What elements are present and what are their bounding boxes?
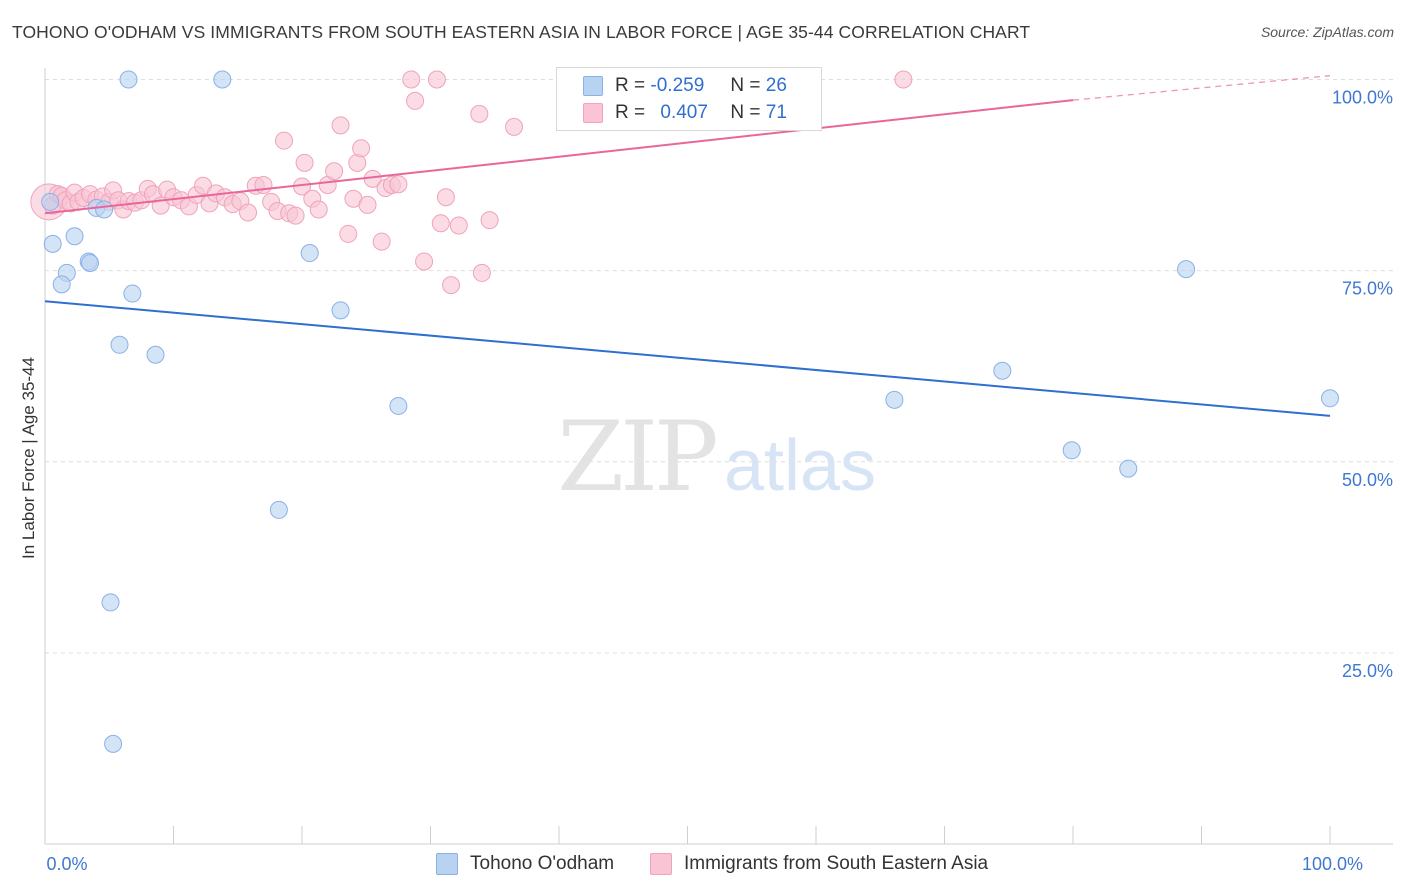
pink-point (309, 200, 328, 219)
blue-trend-line (44, 300, 1331, 417)
grid-layer (45, 79, 1393, 654)
y-tick-label: 25.0% (1342, 661, 1393, 681)
pink-point (295, 153, 314, 172)
y-tick-label: 75.0% (1342, 279, 1393, 299)
bottom-legend-label-blue: Tohono O'odham (470, 853, 615, 874)
blue-point (43, 234, 62, 253)
blue-point (119, 70, 138, 89)
pink-point (286, 206, 305, 225)
blue-point (123, 284, 142, 303)
bottom-legend-label-pink: Immigrants from South Eastern Asia (684, 853, 989, 874)
pink-point (470, 104, 489, 123)
pink-point (325, 162, 344, 181)
blue-point (95, 200, 114, 219)
legend-swatch-blue (583, 76, 603, 96)
watermark-zip: ZIP (557, 401, 716, 513)
legend-r-label: R = (615, 75, 646, 96)
pink-point (431, 214, 450, 233)
stats-legend: R = -0.259 N = 26 R = 0.407 N = 71 (556, 67, 822, 131)
legend-n-value-blue: 26 (765, 75, 787, 96)
y-tick-label: 50.0% (1342, 470, 1393, 490)
pink-point (427, 70, 446, 89)
pink-point (331, 116, 350, 135)
blue-point (65, 227, 84, 246)
watermark-atlas: atlas (724, 426, 876, 506)
legend-row-blue: R = -0.259 N = 26 (583, 73, 787, 99)
pink-point (415, 252, 434, 271)
watermark: ZIP atlas (557, 401, 876, 513)
pink-point (275, 131, 294, 150)
blue-point (104, 734, 123, 753)
blue-point (269, 500, 288, 519)
bottom-legend-swatch-pink (650, 853, 672, 875)
blue-point (300, 244, 319, 263)
pink-point (339, 224, 358, 243)
legend-r-label: R = (615, 102, 646, 123)
blue-point (993, 361, 1012, 380)
legend-n-label: N = (730, 75, 761, 96)
bottom-legend-pink: Immigrants from South Eastern Asia (650, 852, 988, 876)
blue-point (146, 345, 165, 364)
blue-point (331, 301, 350, 320)
y-axis-label: In Labor Force | Age 35-44 (19, 357, 38, 559)
blue-point (52, 275, 71, 294)
legend-n-value-pink: 71 (765, 102, 787, 123)
pink-point (894, 70, 913, 89)
pink-point (442, 276, 461, 295)
blue-point (110, 335, 129, 354)
pink-point (406, 91, 425, 110)
pink-point (472, 263, 491, 282)
chart-title: TOHONO O'ODHAM VS IMMIGRANTS FROM SOUTH … (12, 22, 1031, 42)
pink-point (389, 175, 408, 194)
series-pink-points (30, 70, 913, 295)
legend-r-value-blue: -0.259 (650, 75, 705, 96)
pink-point (449, 216, 468, 235)
pink-point (352, 139, 371, 158)
pink-point (372, 232, 391, 251)
trend-lines (44, 75, 1331, 417)
pink-point (254, 176, 273, 195)
legend-r-value-pink: 0.407 (660, 102, 708, 123)
pink-point (505, 117, 524, 136)
blue-point (80, 253, 99, 272)
legend-swatch-pink (583, 103, 603, 123)
pink-point (480, 211, 499, 230)
series-blue-points (41, 70, 1339, 753)
pink-trend-line (44, 99, 1074, 215)
pink-point (402, 70, 421, 89)
blue-point (1177, 260, 1196, 279)
x-tick-label: 100.0% (1302, 854, 1363, 874)
legend-n-label: N = (730, 102, 761, 123)
pink-point (358, 195, 377, 214)
blue-point (885, 390, 904, 409)
bottom-legend-blue: Tohono O'odham (436, 852, 614, 876)
blue-point (389, 396, 408, 415)
bottom-legend-swatch-blue (436, 853, 458, 875)
source-label: Source: ZipAtlas.com (1260, 24, 1394, 40)
blue-point (101, 593, 120, 612)
blue-point (213, 70, 232, 89)
legend-row-pink: R = 0.407 N = 71 (583, 100, 787, 126)
blue-point (1062, 441, 1081, 460)
blue-point (1119, 459, 1138, 478)
x-tick-label: 0.0% (46, 854, 87, 874)
pink-point (239, 203, 258, 222)
pink-point (436, 188, 455, 207)
blue-point (41, 192, 60, 211)
y-tick-label: 100.0% (1332, 88, 1393, 108)
blue-point (1321, 389, 1339, 408)
tick-labels: 25.0% 50.0% 75.0% 100.0% 0.0% 100.0% (46, 88, 1393, 875)
